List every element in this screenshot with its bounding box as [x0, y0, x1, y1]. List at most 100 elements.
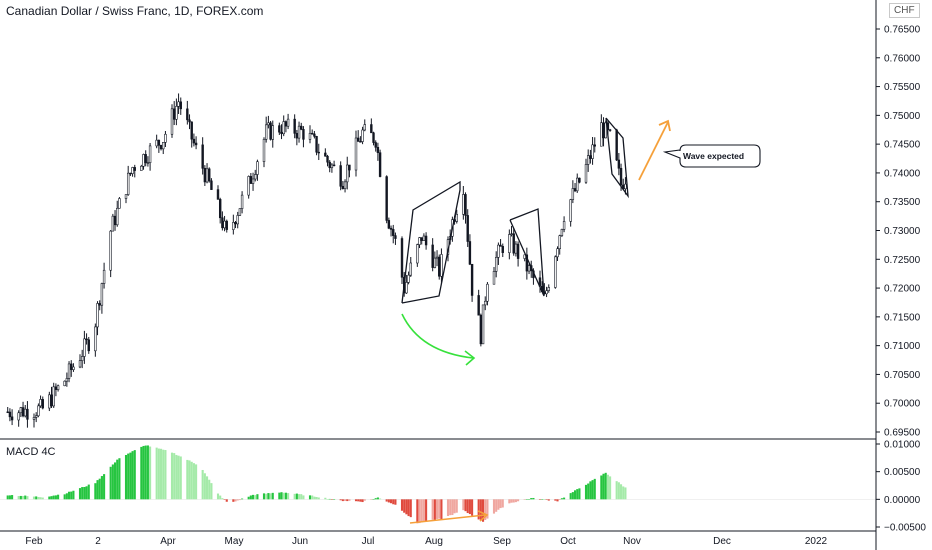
candle-body: [326, 155, 329, 163]
macd-bar: [162, 449, 165, 500]
candle-body: [547, 287, 550, 291]
macd-bar: [247, 496, 250, 500]
macd-bar: [357, 499, 360, 502]
candle: [216, 185, 220, 200]
macd-bar: [333, 499, 336, 500]
price-tick-label: 0.76500: [884, 25, 921, 36]
macd-bar: [100, 476, 103, 500]
candle-body: [100, 283, 104, 306]
macd-bar: [140, 446, 143, 500]
candle-body: [124, 194, 128, 199]
macd-bar: [619, 484, 623, 500]
candle-body: [8, 411, 12, 418]
macd-bar: [188, 460, 191, 500]
macd-bar: [236, 499, 239, 501]
candle-body: [236, 215, 239, 225]
candle-body: [240, 194, 244, 209]
candles-group: [6, 93, 627, 428]
macd-bar: [392, 499, 395, 505]
price-tick-label: 0.72500: [884, 255, 921, 266]
macd-bar: [403, 499, 406, 513]
macd-bar: [363, 499, 366, 501]
candle-body: [6, 411, 9, 413]
currency-badge: CHF: [889, 3, 920, 18]
macd-bar: [234, 499, 237, 502]
candle-body: [192, 138, 196, 144]
macd-bar: [96, 480, 99, 500]
macd-bar: [190, 461, 193, 500]
candle-body: [400, 238, 404, 278]
candle-body: [466, 215, 469, 242]
macd-bar: [159, 448, 163, 500]
macd-bar: [481, 499, 485, 522]
candle-body: [295, 133, 299, 139]
candle-body: [221, 217, 224, 229]
candle: [175, 98, 178, 126]
pattern-triangle-1: [401, 180, 461, 304]
candle: [558, 234, 561, 255]
candle: [210, 178, 213, 190]
macd-bar: [297, 494, 301, 500]
candle-body: [297, 125, 301, 139]
macd-bar: [328, 498, 331, 500]
candle-body: [376, 147, 380, 153]
macd-bar: [170, 452, 174, 500]
candle: [32, 413, 36, 428]
candle: [140, 164, 143, 171]
candle-body: [407, 274, 410, 283]
candle-body: [573, 188, 577, 192]
macd-bar: [420, 499, 423, 523]
macd-bar: [560, 498, 563, 500]
time-tick-label: Sep: [493, 536, 511, 547]
candle-body: [494, 257, 498, 272]
candle: [201, 137, 204, 175]
time-tick-label: 2022: [805, 536, 828, 547]
candle: [499, 239, 502, 247]
candle: [332, 160, 336, 167]
candle-body: [420, 237, 423, 241]
macd-bar: [249, 495, 252, 500]
macd-bar: [425, 499, 428, 522]
candle-body: [286, 118, 290, 127]
candle-body: [24, 408, 27, 417]
time-tick-label: Oct: [560, 536, 576, 547]
macd-bar: [6, 495, 9, 500]
candle-body: [405, 282, 408, 294]
candle: [205, 163, 209, 184]
macd-bar: [282, 492, 285, 500]
candle-body: [394, 235, 397, 239]
candle: [10, 409, 14, 426]
candle-body: [346, 164, 349, 183]
candle-body: [111, 215, 115, 232]
macd-bar: [63, 494, 66, 500]
price-tick-label: 0.71500: [884, 312, 921, 323]
price-tick-label: 0.73000: [884, 226, 921, 237]
macd-bar: [405, 499, 408, 515]
macd-bar: [624, 487, 627, 500]
candle-body: [247, 176, 250, 196]
macd-bar: [302, 495, 305, 500]
candle: [481, 304, 485, 345]
macd-bar: [543, 499, 546, 500]
candle: [433, 251, 437, 269]
candle: [330, 163, 334, 173]
candle: [591, 136, 594, 165]
candle-body: [140, 165, 143, 171]
candle-body: [308, 132, 312, 140]
candle: [269, 121, 272, 141]
macd-bar: [609, 476, 612, 500]
candle-body: [83, 338, 86, 357]
candle-body: [41, 399, 44, 409]
candle: [484, 296, 487, 311]
candle: [146, 156, 150, 167]
candle: [578, 177, 581, 184]
candle-body: [52, 386, 55, 407]
time-tick-label: Feb: [25, 536, 43, 547]
macd-bar: [94, 483, 97, 500]
macd-bar: [216, 493, 220, 500]
macd-indicator-label[interactable]: MACD 4C: [6, 446, 56, 458]
macd-bar: [149, 446, 152, 500]
candle: [560, 228, 564, 238]
candle: [508, 229, 511, 260]
candle-body: [481, 304, 485, 345]
